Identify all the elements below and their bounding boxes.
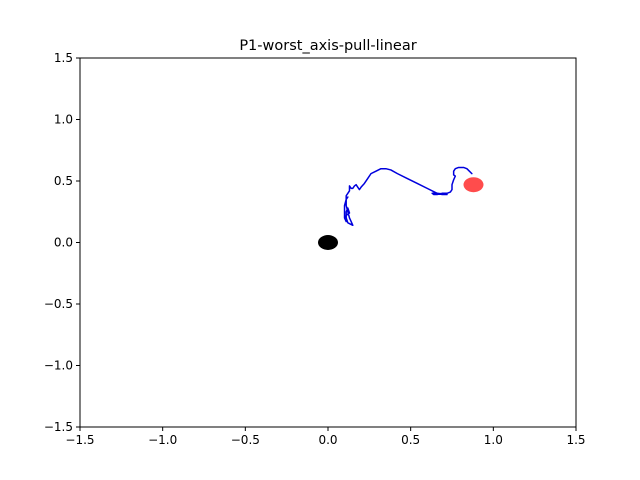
x-tick-label: −1.0 — [148, 433, 177, 447]
x-tick-label: −1.5 — [65, 433, 94, 447]
x-tick-label: 1.0 — [484, 433, 503, 447]
y-tick-label: −1.0 — [44, 359, 73, 373]
y-tick-label: 0.5 — [54, 174, 73, 188]
x-tick-label: 0.5 — [401, 433, 420, 447]
x-tick-label: 1.5 — [566, 433, 585, 447]
x-tick-label: −0.5 — [231, 433, 260, 447]
y-axis: −1.5 −1.0 −0.5 0.0 0.5 1.0 1.5 — [44, 51, 80, 434]
y-tick-label: 1.0 — [54, 113, 73, 127]
y-tick-label: −0.5 — [44, 297, 73, 311]
y-tick-label: −1.5 — [44, 420, 73, 434]
x-axis: −1.5 −1.0 −0.5 0.0 0.5 1.0 1.5 — [65, 427, 586, 447]
start-point — [318, 235, 338, 250]
y-tick-label: 1.5 — [54, 51, 73, 65]
trajectory-line — [343, 166, 473, 227]
x-tick-label: 0.0 — [318, 433, 337, 447]
goal-point — [463, 177, 484, 193]
chart-title: P1-worst_axis-pull-linear — [239, 38, 416, 54]
y-tick-label: 0.0 — [54, 236, 73, 250]
plot-marks — [318, 166, 484, 250]
